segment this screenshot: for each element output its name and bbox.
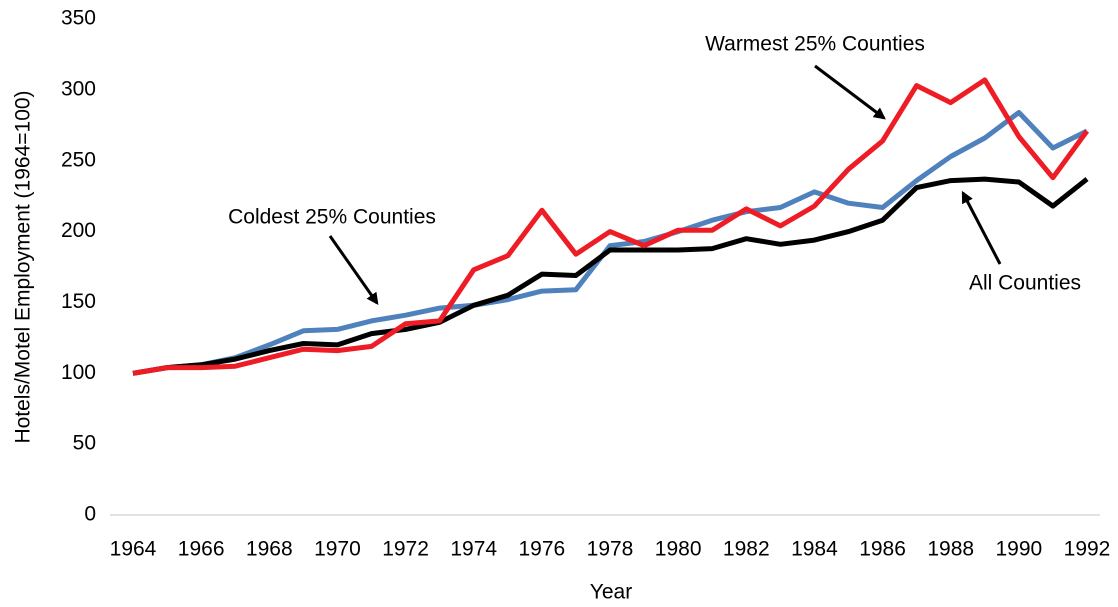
y-tick-label: 50 <box>73 432 96 455</box>
annotation: Coldest 25% Counties <box>228 206 436 229</box>
x-tick-label: 1976 <box>518 538 565 561</box>
x-tick-label: 1988 <box>927 538 974 561</box>
annotation-arrow <box>328 235 379 305</box>
x-tick-label: 1974 <box>450 538 497 561</box>
x-tick-label: 1982 <box>723 538 770 561</box>
x-tick-label: 1984 <box>791 538 838 561</box>
x-tick-label: 1966 <box>178 538 225 561</box>
y-tick-label: 250 <box>61 148 96 171</box>
y-tick-label: 150 <box>61 290 96 313</box>
x-axis-label: Year <box>590 581 632 604</box>
annotation: Warmest 25% Counties <box>705 33 925 56</box>
y-tick-label: 300 <box>61 77 96 100</box>
x-tick-label: 1972 <box>382 538 429 561</box>
series-line <box>132 176 1089 376</box>
x-tick-label: 1978 <box>587 538 634 561</box>
x-tick-label: 1970 <box>314 538 361 561</box>
x-tick-label: 1992 <box>1064 538 1111 561</box>
series-line <box>132 110 1089 376</box>
annotation-arrow <box>961 190 1002 265</box>
y-tick-label: 200 <box>61 219 96 242</box>
x-tick-label: 1968 <box>246 538 293 561</box>
y-tick-label: 0 <box>84 503 96 526</box>
x-tick-label: 1980 <box>655 538 702 561</box>
x-tick-label: 1990 <box>995 538 1042 561</box>
x-tick-label: 1964 <box>110 538 157 561</box>
annotation-arrow <box>814 64 886 120</box>
x-tick-label: 1986 <box>859 538 906 561</box>
series-line <box>132 77 1090 376</box>
y-axis-label: Hotels/Motel Employment (1964=100) <box>12 90 35 443</box>
y-tick-label: 350 <box>61 7 96 30</box>
y-tick-label: 100 <box>61 361 96 384</box>
annotation: All Counties <box>969 272 1081 295</box>
